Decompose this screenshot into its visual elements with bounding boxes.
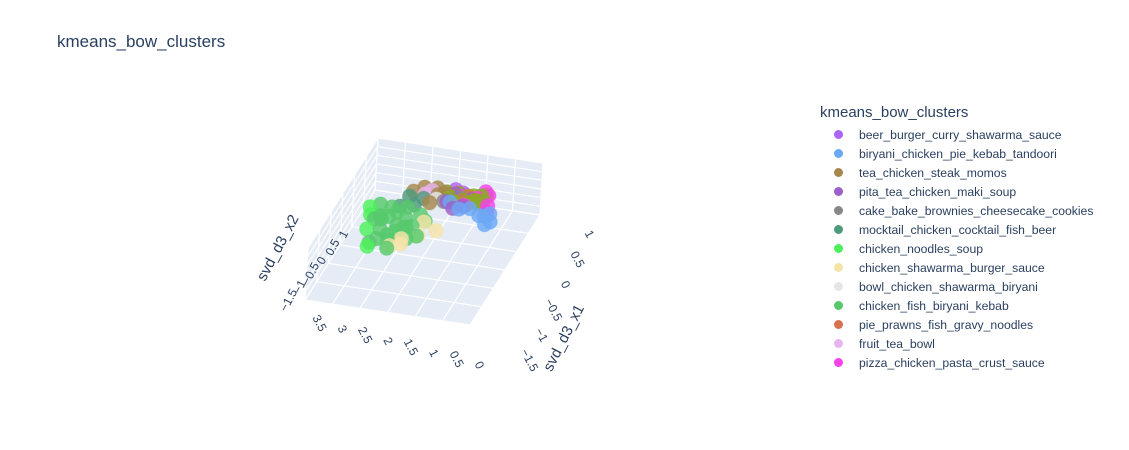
legend-swatch xyxy=(834,206,843,215)
data-point[interactable] xyxy=(476,216,493,233)
legend-label: pizza_chicken_pasta_crust_sauce xyxy=(859,355,1045,370)
legend-swatch xyxy=(834,339,843,348)
legend-label: fruit_tea_bowl xyxy=(859,336,935,351)
legend-item[interactable]: bowl_chicken_shawarma_biryani xyxy=(820,277,1093,296)
legend-swatch xyxy=(834,358,843,367)
tick-label-x0: 1 xyxy=(426,347,442,360)
legend-item[interactable]: tea_chicken_steak_momos xyxy=(820,163,1093,182)
grid-line xyxy=(377,137,544,164)
grid-line xyxy=(307,137,379,249)
tick-label-x0: 0.5 xyxy=(447,348,467,370)
grid-line xyxy=(374,137,379,191)
legend-label: pita_tea_chicken_maki_soup xyxy=(859,184,1017,199)
tick-label-x0: 2.5 xyxy=(355,324,375,346)
legend-item[interactable]: mocktail_chicken_cocktail_fish_beer xyxy=(820,220,1093,239)
legend-swatch xyxy=(834,263,843,272)
legend-label: beer_burger_curry_shawarma_sauce xyxy=(859,127,1062,142)
legend-item[interactable]: fruit_tea_bowl xyxy=(820,334,1093,353)
legend-item[interactable]: chicken_noodles_soup xyxy=(820,239,1093,258)
legend-swatch xyxy=(834,244,843,253)
legend-label: pie_prawns_fish_gravy_noodles xyxy=(859,317,1034,332)
legend-swatch xyxy=(834,225,843,234)
legend-swatch xyxy=(834,149,843,158)
data-point[interactable] xyxy=(379,240,395,256)
legend-item[interactable]: beer_burger_curry_shawarma_sauce xyxy=(820,125,1093,144)
legend-swatch xyxy=(834,301,843,310)
legend-swatch xyxy=(834,282,843,291)
data-point[interactable] xyxy=(421,195,438,211)
tick-label-x1: −0.5 xyxy=(542,296,566,324)
legend-item[interactable]: pizza_chicken_pasta_crust_sauce xyxy=(820,353,1093,372)
legend: kmeans_bow_clusters beer_burger_curry_sh… xyxy=(820,104,1093,372)
legend-swatch xyxy=(834,320,843,329)
tick-label-x0: 2 xyxy=(380,335,396,348)
tick-label-x0: 3.5 xyxy=(309,312,329,334)
legend-label: biryani_chicken_pie_kebab_tandoori xyxy=(859,146,1057,161)
tick-label-x2: −1 xyxy=(290,277,309,296)
tick-label-x1: 1 xyxy=(582,228,598,241)
tick-label-x0: 3 xyxy=(335,323,351,336)
legend-item[interactable]: cake_bake_brownies_cheesecake_cookies xyxy=(820,201,1093,220)
legend-item[interactable]: biryani_chicken_pie_kebab_tandoori xyxy=(820,144,1093,163)
legend-label: tea_chicken_steak_momos xyxy=(859,165,1007,180)
legend-label: mocktail_chicken_cocktail_fish_beer xyxy=(859,222,1057,237)
grid-line xyxy=(377,146,543,173)
chart-title: kmeans_bow_clusters xyxy=(57,32,226,51)
legend-label: cake_bake_brownies_cheesecake_cookies xyxy=(859,203,1094,218)
data-point[interactable] xyxy=(451,201,467,217)
legend-item[interactable]: chicken_fish_biryani_kebab xyxy=(820,296,1093,315)
legend-item[interactable]: chicken_shawarma_burger_sauce xyxy=(820,258,1093,277)
tick-label-x1: 0.5 xyxy=(567,249,587,271)
tick-label-x1: −1 xyxy=(532,326,551,345)
legend-label: bowl_chicken_shawarma_biryani xyxy=(859,279,1038,294)
legend-swatch xyxy=(834,187,843,196)
tick-label-x1: 0 xyxy=(558,278,574,291)
grid-line xyxy=(362,156,367,209)
legend-item[interactable]: pie_prawns_fish_gravy_noodles xyxy=(820,315,1093,334)
legend-label: chicken_shawarma_burger_sauce xyxy=(859,260,1045,275)
data-point[interactable] xyxy=(428,222,444,239)
legend-item[interactable]: pita_tea_chicken_maki_soup xyxy=(820,182,1093,201)
legend-swatch xyxy=(834,130,843,139)
legend-label: chicken_fish_biryani_kebab xyxy=(859,298,1009,313)
legend-title: kmeans_bow_clusters xyxy=(820,104,969,121)
legend-label: chicken_noodles_soup xyxy=(859,241,983,256)
data-point[interactable] xyxy=(359,238,375,254)
tick-label-x1: −1.5 xyxy=(518,346,542,374)
tick-label-x0: 0 xyxy=(472,359,488,372)
tick-label-x0: 1.5 xyxy=(401,336,421,358)
legend-swatch xyxy=(834,168,843,177)
axis-title-x2: svd_d3_x2 xyxy=(253,212,302,284)
